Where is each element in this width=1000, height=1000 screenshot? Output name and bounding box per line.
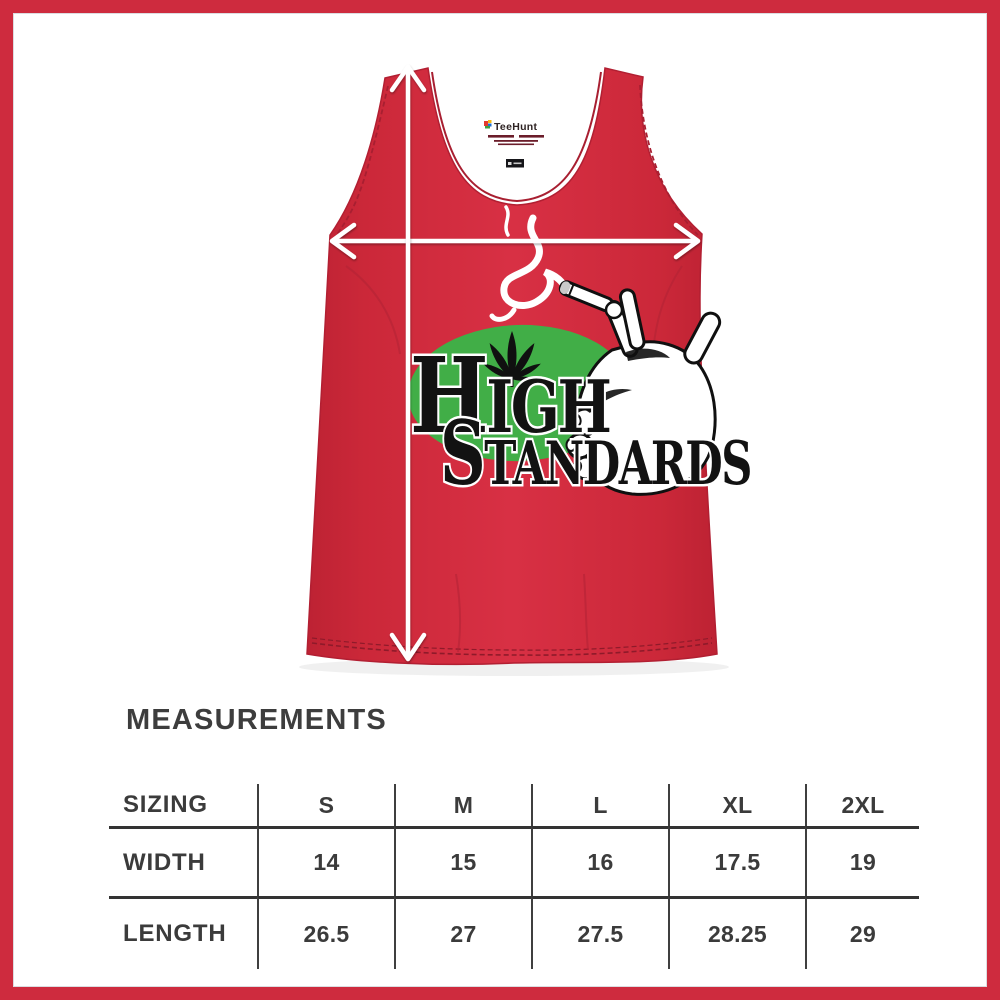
- table-header-s: S: [257, 784, 394, 826]
- cannabis-leaf-icon: [481, 331, 543, 387]
- product-card: TeeHunt: [13, 13, 987, 987]
- length-value-xl: 28.25: [668, 896, 805, 969]
- table-header-l: L: [531, 784, 668, 826]
- row-label-length: LENGTH: [109, 896, 257, 969]
- care-print-lines: [488, 135, 544, 146]
- width-value-2xl: 19: [805, 826, 919, 896]
- width-value-l: 16: [531, 826, 668, 896]
- width-value-s: 14: [257, 826, 394, 896]
- fingernail: [571, 460, 583, 474]
- length-value-l: 27.5: [531, 896, 668, 969]
- size-tag: [506, 159, 524, 168]
- width-measure-arrow: [329, 222, 701, 260]
- fingernail: [565, 438, 577, 452]
- high-standards-design: HIGH STANDARDS: [408, 205, 755, 508]
- table-header-sizing: SIZING: [123, 791, 208, 818]
- measurements-heading: MEASUREMENTS: [126, 704, 387, 736]
- design-word-high: HIGH: [410, 336, 610, 457]
- hand-shading: [584, 348, 670, 413]
- length-value-m: 27: [394, 896, 531, 969]
- joint: [558, 280, 615, 313]
- hand-with-joint: [558, 280, 722, 496]
- row-label-width: WIDTH: [109, 826, 257, 896]
- size-chart-table: SIZING S M L XL 2XL WIDTH 14 15 16 17.5 …: [109, 784, 919, 969]
- width-value-xl: 17.5: [668, 826, 805, 896]
- neckline-seam: [431, 71, 602, 203]
- length-value-s: 26.5: [257, 896, 394, 969]
- thumb: [683, 311, 722, 365]
- length-measure-arrow: [389, 64, 427, 662]
- hem-stitch-2: [311, 637, 713, 651]
- neck-label: TeeHunt: [484, 120, 544, 168]
- tank-top-product-image: TeeHunt: [299, 64, 755, 676]
- middle-finger: [618, 288, 646, 351]
- table-header-xl: XL: [668, 784, 805, 826]
- hem-stitch: [311, 642, 713, 656]
- table-header-2xl: 2XL: [805, 784, 919, 826]
- smoke-swirl: [489, 205, 571, 322]
- width-value-m: 15: [394, 826, 531, 896]
- brand-name: TeeHunt: [494, 121, 538, 133]
- table-header-m: M: [394, 784, 531, 826]
- fingernail: [570, 413, 582, 427]
- brand-logo-icon: [484, 120, 492, 129]
- right-armhole-seam: [639, 84, 699, 236]
- left-armhole-seam: [335, 85, 389, 237]
- design-word-standards: STANDARDS: [440, 403, 751, 506]
- length-value-2xl: 29: [805, 896, 919, 969]
